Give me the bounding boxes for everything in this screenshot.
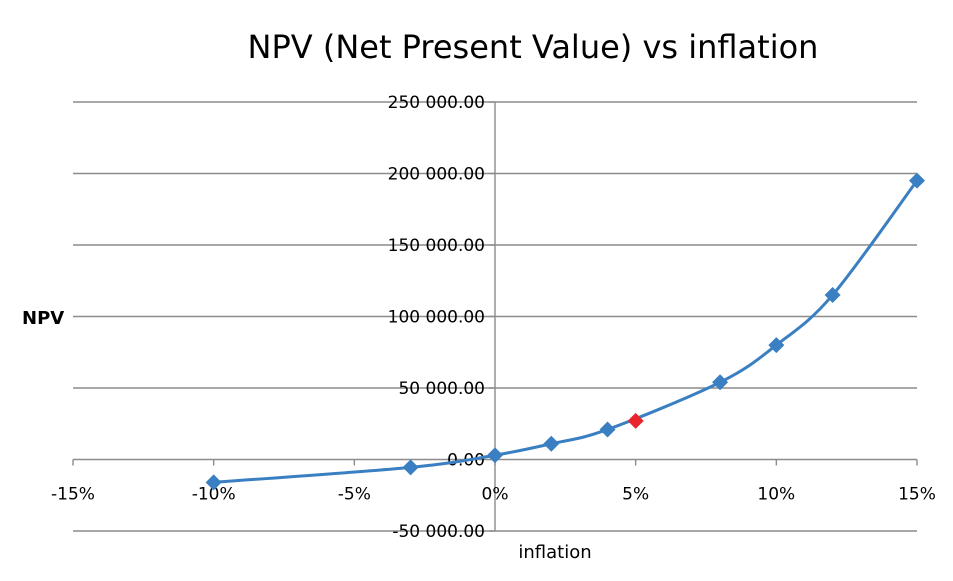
data-point-4 <box>599 421 616 438</box>
y-axis-label: NPV <box>22 308 64 329</box>
y-tick-label-5: 200 000.00 <box>388 165 485 185</box>
x-tick-label-3: 0% <box>482 485 509 505</box>
data-point-6 <box>768 337 785 354</box>
highlighted-data-point <box>627 412 644 429</box>
y-tick-label-4: 150 000.00 <box>388 236 485 256</box>
npv-series-markers <box>205 172 925 491</box>
y-tick-label-6: 250 000.00 <box>388 93 485 113</box>
x-tick-labels: -15% -10% -5% 0% 5% 10% 15% <box>51 485 936 505</box>
data-point-3 <box>543 435 560 452</box>
y-tick-label-3: 100 000.00 <box>388 308 485 328</box>
data-point-0 <box>205 474 222 491</box>
x-tick-label-5: 10% <box>757 485 795 505</box>
x-tick-label-6: 15% <box>898 485 936 505</box>
data-point-8 <box>909 172 925 189</box>
y-tick-label-2: 50 000.00 <box>398 379 485 399</box>
data-point-1 <box>402 459 419 476</box>
chart-title: NPV (Net Present Value) vs inflation <box>248 28 819 66</box>
data-point-7 <box>824 287 841 304</box>
x-tick-label-2: -5% <box>338 485 371 505</box>
data-point-5 <box>712 374 729 391</box>
y-tick-label-0: -50 000.00 <box>392 522 485 542</box>
x-tick-label-4: 5% <box>622 485 649 505</box>
x-axis-label: inflation <box>518 542 591 563</box>
npv-series-line <box>213 179 919 484</box>
x-tick-label-1: -10% <box>192 485 236 505</box>
data-point-2 <box>487 447 503 464</box>
x-tick-label-0: -15% <box>51 485 95 505</box>
